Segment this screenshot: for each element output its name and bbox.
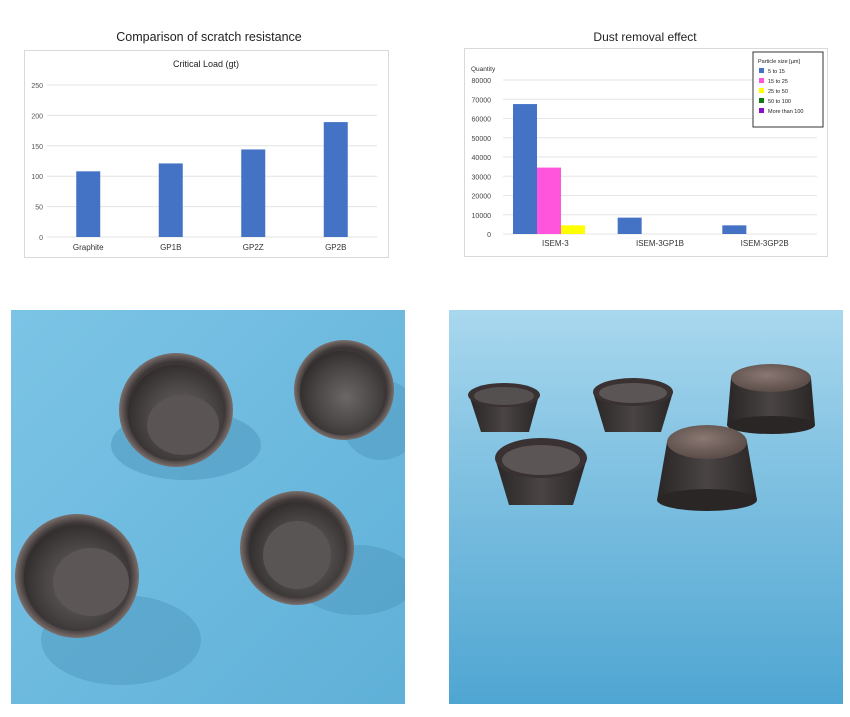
chart1-bar — [76, 171, 101, 237]
chart1-bar — [323, 122, 348, 237]
chart2-ytick-label: 80000 — [472, 78, 492, 85]
chart1-ytick-label: 0 — [39, 235, 43, 242]
chart1-ytick-label: 100 — [31, 174, 43, 181]
chart2-bar — [617, 217, 642, 234]
chart2-bar — [561, 225, 585, 234]
chart2-svg: Quantity 0 10000 20000 30000 40000 50000 60000 7… — [471, 51, 824, 248]
chart2-ylabel: Quantity — [471, 66, 496, 73]
chart2-xtick-label: ISEM-3GP1B — [636, 239, 684, 248]
chart2-ytick-label: 30000 — [472, 174, 492, 181]
chart1-xtick-label: GP1B — [160, 243, 181, 252]
chart2-xtick-label: ISEM-3 — [542, 239, 569, 248]
chart2-legend-label: 50 to 100 — [768, 99, 791, 105]
chart1-xtick-label: GP2Z — [243, 243, 264, 252]
chart2-ytick-label: 70000 — [472, 97, 492, 104]
chart1-ytick-label: 50 — [35, 205, 43, 212]
chart2-ytick-label: 40000 — [472, 155, 492, 162]
chart2-legend-swatch — [759, 108, 764, 113]
chart2-ytick-label: 10000 — [472, 213, 492, 220]
chart2-legend-swatch — [759, 68, 764, 73]
chart2-legend-label: 15 to 25 — [768, 79, 788, 85]
chart2-ytick-label: 50000 — [472, 136, 492, 143]
chart1-xtick-label: GP2B — [325, 243, 346, 252]
chart2-bar — [722, 225, 747, 234]
chart2-legend-title: Particle size [µm] — [758, 59, 800, 65]
chart1-ytick-label: 250 — [31, 83, 43, 90]
chart1-xtick-label: Graphite — [73, 243, 104, 252]
chart2-xtick-label: ISEM-3GP2B — [741, 239, 789, 248]
chart2-legend-swatch — [759, 98, 764, 103]
product-photo-top-view — [11, 310, 405, 704]
chart1-ytick-label: 150 — [31, 144, 43, 151]
chart2-legend: Particle size [µm] 5 to 15 15 to 25 25 to 5… — [752, 51, 824, 128]
chart2-frame: Quantity 0 10000 20000 30000 40000 50000 60000 7… — [464, 48, 828, 257]
chart2-legend-swatch — [759, 78, 764, 83]
chart2-legend-label: 25 to 50 — [768, 89, 788, 95]
product-photo-side-view — [449, 310, 843, 704]
chart2-legend-swatch — [759, 88, 764, 93]
chart1-bar — [241, 149, 266, 237]
chart1-title: Comparison of scratch resistance — [116, 30, 302, 44]
chart2-bar — [513, 104, 537, 234]
chart1-frame: Critical Load (gt) 0 50 100 150 200 250 Graphit… — [24, 50, 389, 258]
chart1-svg: Critical Load (gt) 0 50 100 150 200 250 Graphit… — [31, 59, 377, 252]
chart2-title: Dust removal effect — [593, 30, 697, 44]
chart2-ytick-label: 60000 — [472, 117, 492, 124]
chart2-legend-label: 5 to 15 — [768, 69, 785, 75]
chart2-ytick-label: 0 — [487, 232, 491, 239]
chart1-ytick-label: 200 — [31, 113, 43, 120]
chart2-legend-label: More than 100 — [768, 109, 803, 115]
chart1-subtitle: Critical Load (gt) — [173, 59, 239, 69]
chart2-bar — [537, 167, 561, 234]
chart2-legend-box — [752, 51, 824, 128]
chart2-ytick-label: 20000 — [472, 194, 492, 201]
chart1-bar — [158, 163, 183, 237]
